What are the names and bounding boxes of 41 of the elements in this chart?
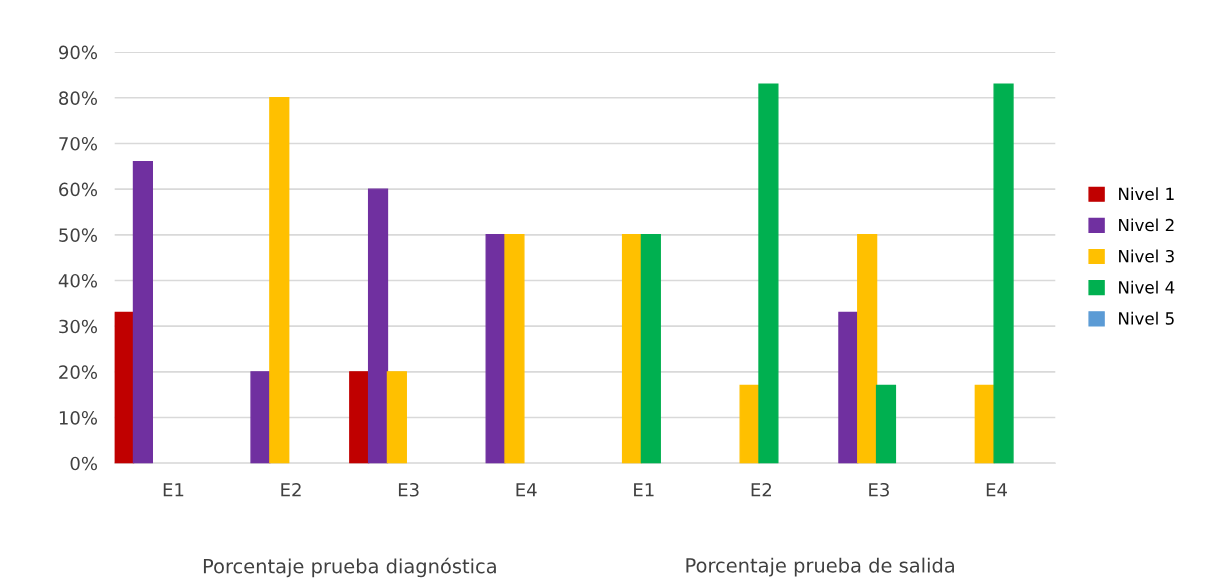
bar xyxy=(114,311,135,464)
legend-label: Nivel 2 xyxy=(1119,218,1174,232)
legend-label: Nivel 1 xyxy=(1119,187,1174,201)
x-tick-label: E1 xyxy=(163,483,184,497)
text: Porcentaje prueba de salida xyxy=(686,557,954,577)
legend-label: Nivel 3 xyxy=(1119,249,1174,263)
legend-label: Nivel 5 xyxy=(1119,311,1174,325)
x-tick-label: E3 xyxy=(869,482,889,497)
y-tick-label: 0% xyxy=(70,456,98,471)
bar xyxy=(269,97,290,464)
bar xyxy=(857,234,878,464)
y-tick-label: 30% xyxy=(59,319,98,334)
x-tick-label: E1 xyxy=(634,483,654,497)
y-tick-label: 70% xyxy=(59,136,98,151)
x-tick-label: E3 xyxy=(398,482,419,497)
y-tick-label: 20% xyxy=(59,365,98,379)
bar xyxy=(758,83,779,464)
bar xyxy=(838,311,859,464)
bar xyxy=(349,371,370,464)
legend-label: Nivel 4 xyxy=(1119,280,1175,294)
y-tick-label: 10% xyxy=(59,410,98,425)
bar xyxy=(739,384,760,464)
y-tick-label: 60% xyxy=(59,182,98,197)
y-tick-label: 80% xyxy=(59,91,98,105)
x-tick-label: E4 xyxy=(516,483,537,497)
bar xyxy=(875,384,897,464)
x-tick-label: E2 xyxy=(751,482,771,497)
bar xyxy=(250,371,271,464)
y-tick-label: 40% xyxy=(58,273,98,288)
x-tick-label: E4 xyxy=(986,483,1007,497)
y-tick-label: 90% xyxy=(59,45,98,60)
bar xyxy=(993,83,1014,464)
y-tick-label: 50% xyxy=(59,228,98,242)
bar xyxy=(367,188,389,464)
bar xyxy=(386,371,407,464)
bar xyxy=(132,161,153,464)
bar xyxy=(640,234,661,464)
bar xyxy=(504,234,525,464)
text: Porcentaje prueba diagnóstica xyxy=(203,557,496,578)
x-tick-label: E2 xyxy=(281,482,301,497)
bar xyxy=(621,234,643,464)
